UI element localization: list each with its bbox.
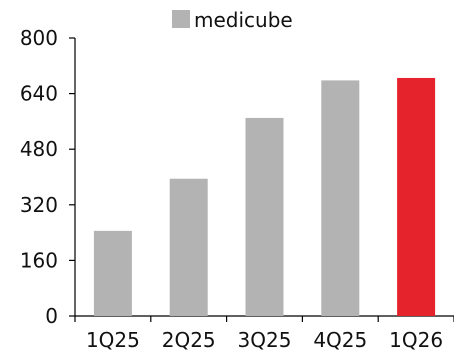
y-axis-ticks: 0 160 320 480 640 800 bbox=[20, 26, 75, 328]
y-tick-label: 640 bbox=[20, 82, 58, 106]
legend: medicube bbox=[172, 8, 293, 32]
x-tick-label: 3Q25 bbox=[238, 328, 292, 352]
x-tick-label: 1Q26 bbox=[389, 328, 443, 352]
y-tick-label: 320 bbox=[20, 193, 58, 217]
x-axis-ticks: 1Q25 2Q25 3Q25 4Q25 1Q26 bbox=[74, 316, 454, 352]
bars bbox=[93, 77, 436, 317]
x-tick-label: 4Q25 bbox=[313, 328, 367, 352]
y-tick-label: 0 bbox=[45, 304, 58, 328]
legend-label-medicube: medicube bbox=[194, 8, 293, 32]
bar-3Q25 bbox=[245, 117, 284, 316]
bar-4Q25 bbox=[321, 80, 360, 317]
bar-1Q26 bbox=[397, 77, 436, 317]
bar-2Q25 bbox=[169, 178, 208, 316]
x-tick-label: 2Q25 bbox=[162, 328, 216, 352]
legend-swatch bbox=[172, 10, 190, 28]
bar-1Q25 bbox=[93, 230, 132, 316]
y-tick-label: 160 bbox=[20, 248, 58, 272]
y-tick-label: 800 bbox=[20, 26, 58, 50]
y-tick-label: 480 bbox=[20, 137, 58, 161]
x-tick-label: 1Q25 bbox=[86, 328, 140, 352]
